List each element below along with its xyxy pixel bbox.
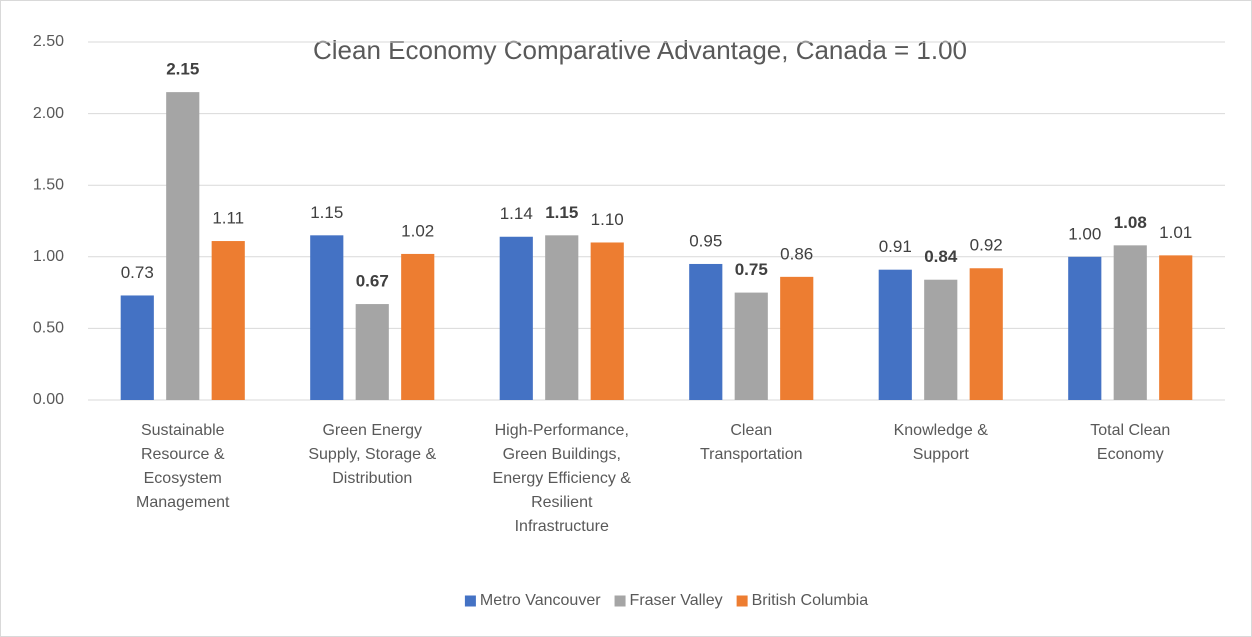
legend-label: Fraser Valley [630, 592, 723, 609]
data-label: 0.92 [970, 236, 1003, 255]
data-label: 0.91 [879, 237, 912, 256]
x-tick-label: Knowledge & Support [894, 422, 989, 463]
data-label: 1.11 [212, 209, 244, 228]
bar [1068, 256, 1102, 400]
x-tick-label: Total Clean Economy [1090, 422, 1170, 463]
data-label: 0.84 [924, 247, 958, 266]
data-label: 1.02 [401, 221, 434, 240]
bar [878, 269, 912, 400]
bar [355, 304, 389, 400]
bar [734, 292, 768, 400]
data-label: 1.01 [1159, 223, 1192, 242]
bar [689, 263, 723, 400]
chart-title: Clean Economy Comparative Advantage, Can… [313, 35, 967, 65]
data-label: 0.73 [121, 263, 154, 282]
y-tick-label: 0.50 [33, 320, 64, 337]
y-tick-label: 2.00 [33, 105, 64, 122]
bar [310, 235, 344, 400]
bar [545, 235, 579, 400]
bar [211, 241, 245, 400]
bar [780, 276, 814, 400]
bar [499, 236, 533, 400]
x-tick-label: Sustainable Resource & Ecosystem Management [136, 422, 230, 511]
data-label: 1.08 [1114, 213, 1147, 232]
legend: Metro Vancouver Fraser Valley British Colu… [464, 592, 869, 609]
legend-label: British Columbia [752, 592, 869, 609]
data-label: 0.95 [689, 231, 722, 250]
x-tick-label: Green Energy Supply, Storage & Distributio… [308, 422, 436, 487]
bar [924, 279, 958, 400]
bar [969, 268, 1003, 400]
data-label: 1.00 [1068, 224, 1101, 243]
bar [1113, 245, 1147, 400]
bar [1159, 255, 1193, 400]
data-label: 1.15 [310, 203, 343, 222]
x-tick-label: Clean Transportation [700, 422, 803, 463]
bar [590, 242, 624, 400]
data-label: 1.15 [545, 203, 578, 222]
data-label: 0.86 [780, 244, 813, 263]
legend-swatch [614, 595, 626, 607]
legend-label: Metro Vancouver [480, 592, 601, 609]
legend-swatch [736, 595, 748, 607]
data-label: 0.67 [356, 272, 389, 291]
bar [120, 295, 154, 400]
y-tick-label: 2.50 [33, 33, 64, 50]
legend-swatch [464, 595, 476, 607]
y-tick-label: 1.50 [33, 176, 64, 193]
data-label: 1.10 [591, 210, 624, 229]
x-tick-label: High-Performance, Green Buildings, Energy … [493, 422, 632, 535]
y-tick-label: 1.00 [33, 248, 64, 265]
data-label: 0.75 [735, 260, 768, 279]
bar [401, 253, 435, 400]
data-label: 2.15 [166, 60, 199, 79]
bar [166, 92, 200, 401]
y-tick-label: 0.00 [33, 391, 64, 408]
data-label: 1.14 [500, 204, 533, 223]
